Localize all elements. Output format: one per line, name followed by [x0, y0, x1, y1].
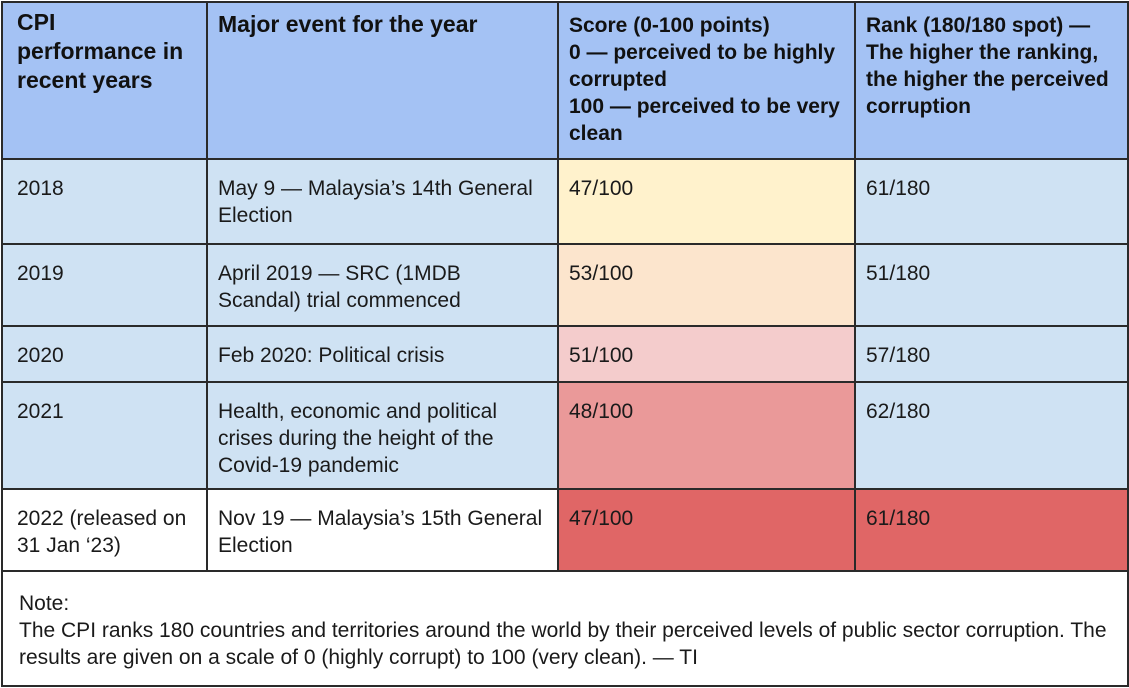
score-cell: 47/100 [557, 158, 856, 245]
header-cpi-performance: CPI performance in recent years [1, 1, 208, 160]
rank-cell: 51/180 [854, 243, 1129, 327]
score-cell: 53/100 [557, 243, 856, 327]
rank-cell: 62/180 [854, 381, 1129, 490]
header-score-title: Score (0-100 points) [569, 14, 770, 37]
year-cell: 2018 [1, 158, 208, 245]
event-cell: Feb 2020: Political crisis [206, 325, 559, 383]
event-cell: May 9 — Malaysia’s 14th General Election [206, 158, 559, 245]
rank-cell: 61/180 [854, 158, 1129, 245]
event-cell: Nov 19 — Malaysia’s 15th General Electio… [206, 488, 559, 572]
score-cell: 48/100 [557, 381, 856, 490]
header-score-high: 100 — perceived to be very clean [569, 95, 840, 145]
table-row: 2020 Feb 2020: Political crisis 51/100 5… [1, 325, 1129, 383]
table-row: 2019 April 2019 — SRC (1MDB Scandal) tri… [1, 243, 1129, 327]
year-cell: 2019 [1, 243, 208, 327]
table-row: 2018 May 9 — Malaysia’s 14th General Ele… [1, 158, 1129, 245]
score-cell: 51/100 [557, 325, 856, 383]
event-cell: April 2019 — SRC (1MDB Scandal) trial co… [206, 243, 559, 327]
note-cell: Note: The CPI ranks 180 countries and te… [1, 570, 1129, 687]
score-cell: 47/100 [557, 488, 856, 572]
year-cell: 2020 [1, 325, 208, 383]
year-cell: 2021 [1, 381, 208, 490]
year-cell: 2022 (released on 31 Jan ‘23) [1, 488, 208, 572]
rank-cell: 57/180 [854, 325, 1129, 383]
header-score: Score (0-100 points) 0 — perceived to be… [557, 1, 856, 160]
header-rank: Rank (180/180 spot) — The higher the ran… [854, 1, 1129, 160]
table-row: 2021 Health, economic and political cris… [1, 381, 1129, 490]
event-cell: Health, economic and political crises du… [206, 381, 559, 490]
table-row: 2022 (released on 31 Jan ‘23) Nov 19 — M… [1, 488, 1129, 572]
table-header-row: CPI performance in recent years Major ev… [1, 1, 1129, 160]
header-major-event: Major event for the year [206, 1, 559, 160]
note-text: The CPI ranks 180 countries and territor… [19, 619, 1107, 669]
rank-cell: 61/180 [854, 488, 1129, 572]
header-score-low: 0 — perceived to be highly corrupted [569, 41, 836, 91]
note-row: Note: The CPI ranks 180 countries and te… [1, 570, 1129, 687]
note-label: Note: [19, 592, 70, 615]
